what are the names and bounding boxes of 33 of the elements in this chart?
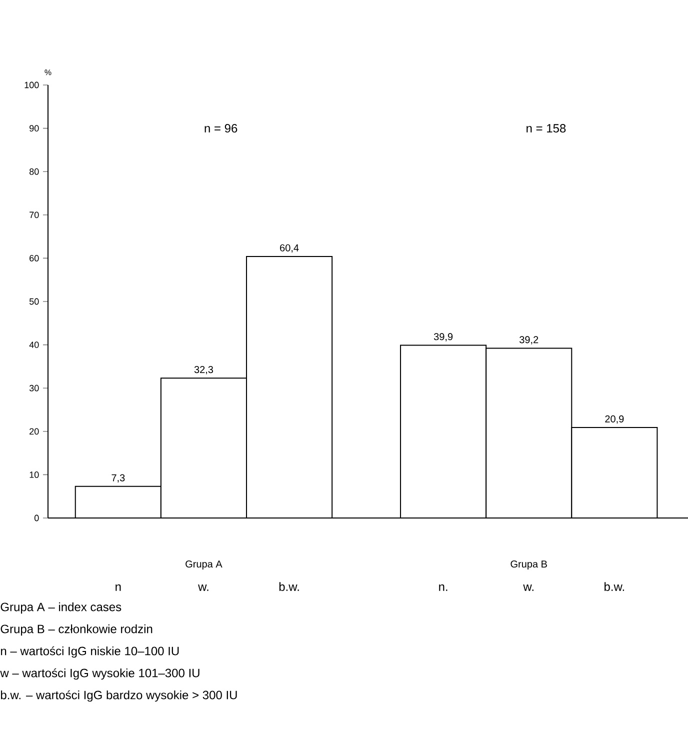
text: Grupa B bbox=[510, 560, 547, 570]
y-tick-label: 70 bbox=[30, 212, 39, 218]
x-tick-label: n. bbox=[439, 584, 448, 591]
y-tick-label: 80 bbox=[30, 168, 39, 175]
y-tick-label: 100 bbox=[24, 82, 39, 88]
y-tick-label: 30 bbox=[29, 384, 39, 392]
text: Grupa B – członkowie rodzin bbox=[0, 624, 152, 636]
y-tick-label: 20 bbox=[30, 428, 39, 435]
y-tick-label: 40 bbox=[29, 342, 39, 348]
x-tick-label: b.w. bbox=[279, 582, 299, 591]
y-tick-label: 10 bbox=[30, 472, 39, 478]
data-label: 60,4 bbox=[280, 244, 299, 253]
data-label: 20,9 bbox=[605, 415, 624, 424]
text: Grupa A bbox=[186, 560, 222, 570]
data-label: 39,2 bbox=[520, 336, 538, 344]
data-label: 7,3 bbox=[112, 474, 125, 483]
y-tick-label: 90 bbox=[30, 125, 39, 132]
y-axis-title: % bbox=[44, 70, 52, 76]
text: Grupa A – index cases bbox=[0, 602, 122, 614]
x-tick-label: n bbox=[116, 584, 121, 591]
x-tick-label: w. bbox=[523, 584, 534, 591]
y-tick-label: 50 bbox=[29, 298, 39, 305]
x-tick-label: b.w. bbox=[604, 582, 624, 591]
text: w – wartości IgG wysokie 101–300 IU bbox=[0, 668, 200, 680]
annotation: n = 96 bbox=[204, 124, 238, 133]
data-label: 39,9 bbox=[434, 333, 453, 342]
y-tick-label: 0 bbox=[34, 514, 39, 522]
annotation: n = 158 bbox=[526, 124, 566, 133]
text: n – wartości IgG niskie 10–100 IU bbox=[1, 646, 179, 658]
x-tick-label: w. bbox=[198, 584, 208, 591]
text: b.w. – wartości IgG bardzo wysokie > 300 IU bbox=[0, 690, 237, 702]
data-label: 32,3 bbox=[194, 366, 214, 374]
y-tick-label: 60 bbox=[30, 255, 39, 262]
